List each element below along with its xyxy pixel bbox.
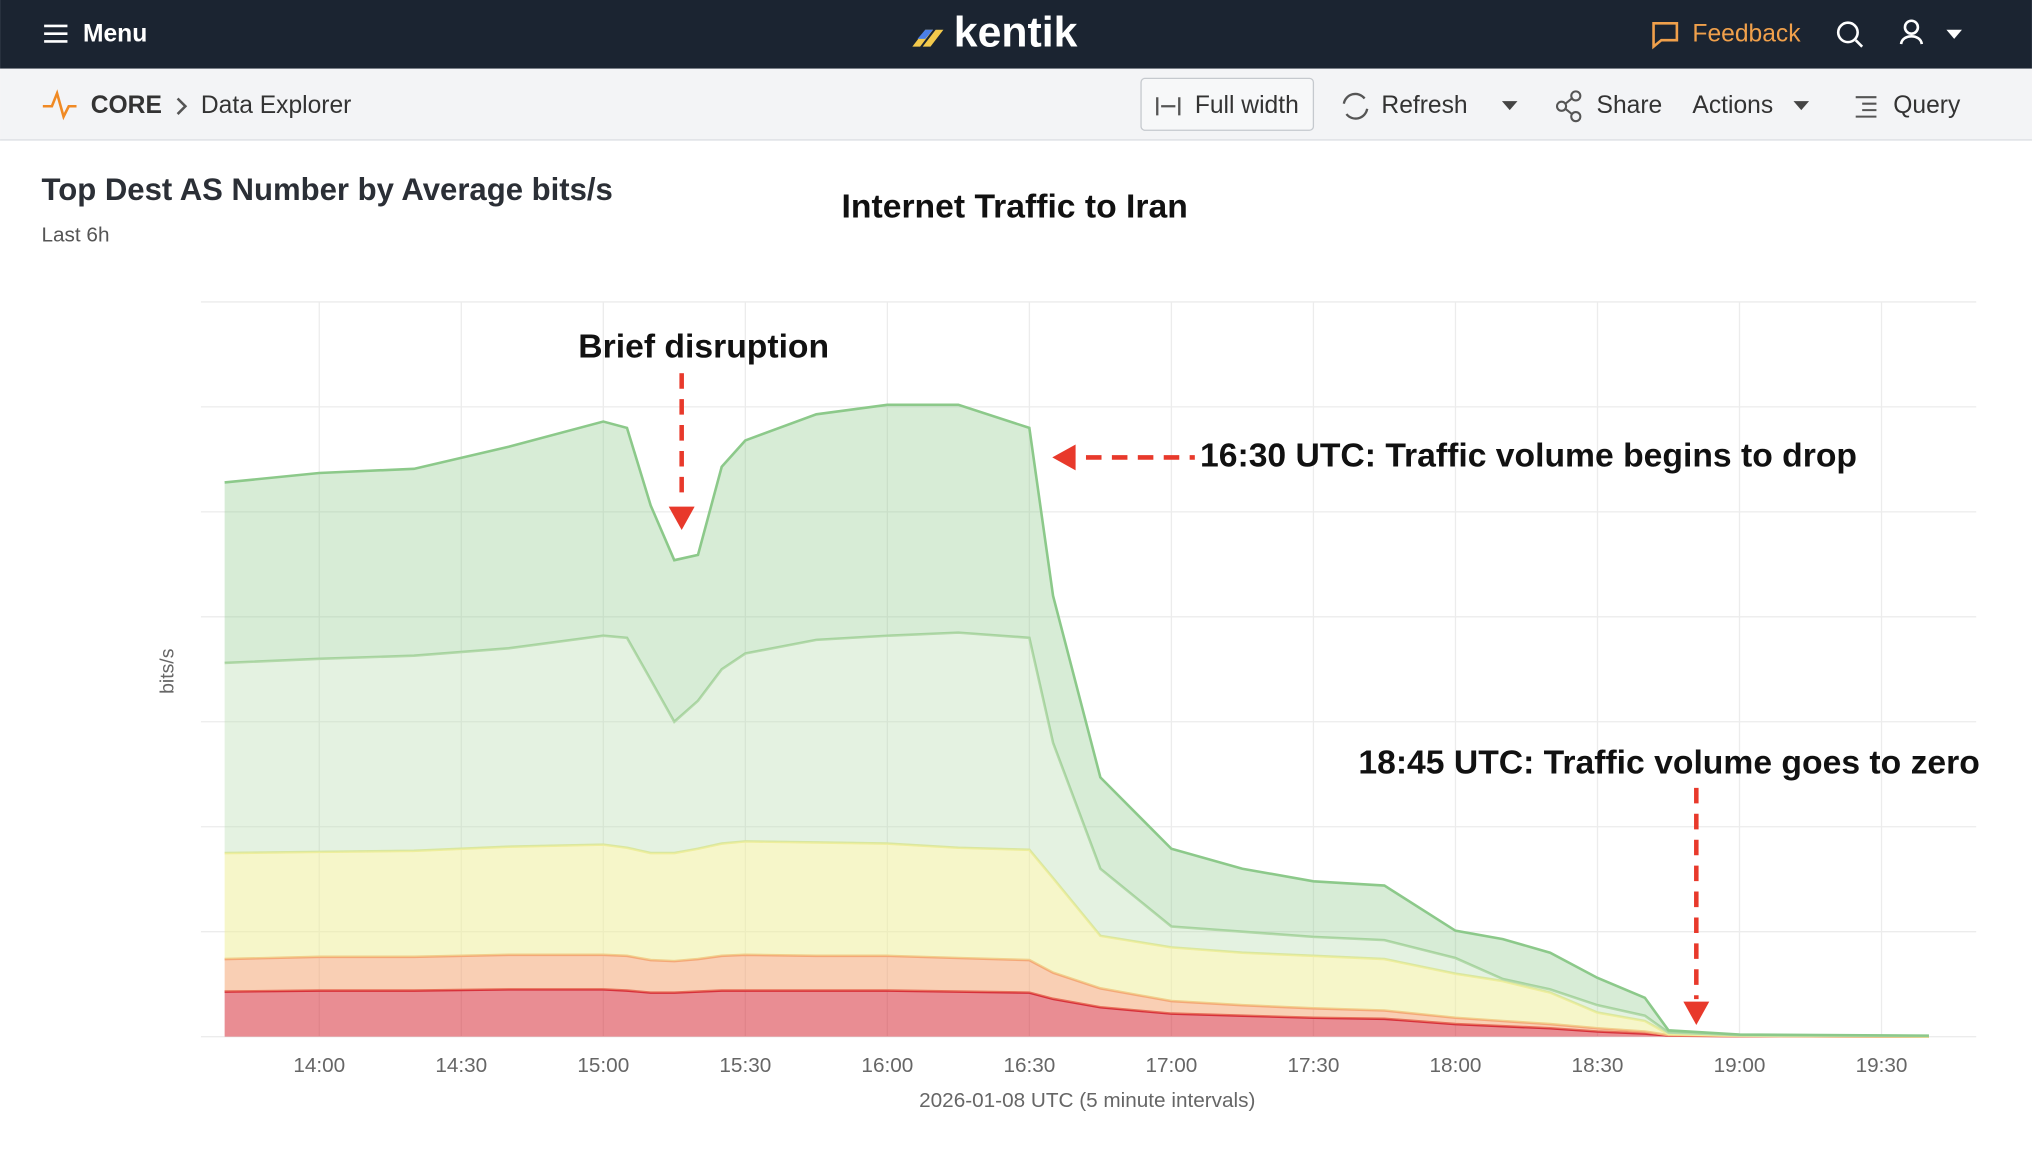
x-tick-label: 17:30 [1288, 1054, 1340, 1077]
annotation-text: Brief disruption [578, 328, 829, 365]
breadcrumb-section[interactable]: CORE [91, 92, 162, 119]
x-tick-label: 19:30 [1856, 1054, 1908, 1077]
brand-name: kentik [954, 8, 1078, 56]
search-icon[interactable] [1836, 21, 1864, 48]
full-width-label: Full width [1195, 92, 1299, 119]
area-edge [224, 631, 1929, 1038]
annotation-text: 16:30 UTC: Traffic volume begins to drop [1200, 437, 1857, 474]
breadcrumb-separator [176, 97, 188, 115]
actions-label: Actions [1692, 92, 1773, 119]
x-tick-label: 18:30 [1572, 1054, 1624, 1077]
feedback-label: Feedback [1692, 20, 1801, 47]
annotation-disruption: Brief disruption [578, 328, 829, 530]
share-label: Share [1597, 92, 1663, 119]
feedback-button[interactable]: Feedback [1652, 20, 1802, 50]
x-tick-label: 19:00 [1714, 1054, 1766, 1077]
user-menu[interactable] [1899, 19, 1962, 45]
x-tick-label: 16:30 [1003, 1054, 1055, 1077]
refresh-button[interactable]: Refresh [1342, 92, 1518, 120]
plot: 14:00 14:30 15:00 15:30 16:00 16:30 17:00 17:30… [200, 301, 1977, 1077]
annotation-zero: 18:45 UTC: Traffic volume goes to zero [1358, 744, 1980, 1026]
x-tick-label: 15:30 [719, 1054, 771, 1077]
menu-button[interactable]: Menu [44, 20, 147, 47]
full-width-button[interactable]: Full width [1140, 77, 1315, 131]
y-axis-label: bits/s [157, 648, 179, 694]
query-label: Query [1893, 92, 1961, 119]
x-tick-label: 14:00 [293, 1054, 345, 1077]
breadcrumb-page: Data Explorer [201, 92, 351, 119]
area [224, 404, 1929, 1036]
refresh-label: Refresh [1381, 92, 1467, 119]
actions-button[interactable]: Actions [1692, 92, 1810, 119]
x-tick-label: 16:00 [861, 1054, 913, 1077]
x-axis-label: 2026-01-08 UTC (5 minute intervals) [919, 1089, 1255, 1112]
area [224, 632, 1929, 1037]
annotation-drop: 16:30 UTC: Traffic volume begins to drop [1052, 437, 1857, 474]
area [224, 954, 1929, 1037]
x-tick-label: 14:30 [435, 1054, 487, 1077]
top-bar [0, 0, 2032, 69]
panel-title: Top Dest AS Number by Average bits/s [42, 172, 613, 207]
menu-label: Menu [83, 20, 147, 47]
x-tick-label: 15:00 [577, 1054, 629, 1077]
x-tick-label: 18:00 [1430, 1054, 1482, 1077]
x-tick-label: 17:00 [1145, 1054, 1197, 1077]
chart-title: Internet Traffic to Iran [842, 189, 1188, 226]
area-edge [224, 840, 1929, 1038]
toolbar [0, 68, 2032, 140]
query-button[interactable]: Query [1855, 92, 1961, 119]
area-edge [224, 403, 1929, 1037]
brand[interactable]: kentik [912, 8, 1078, 56]
area [224, 989, 1929, 1037]
core-icon [42, 89, 77, 121]
share-button[interactable]: Share [1555, 90, 1663, 123]
annotation-text: 18:45 UTC: Traffic volume goes to zero [1358, 744, 1980, 781]
panel-subtitle: Last 6h [42, 223, 110, 246]
area [224, 841, 1929, 1037]
